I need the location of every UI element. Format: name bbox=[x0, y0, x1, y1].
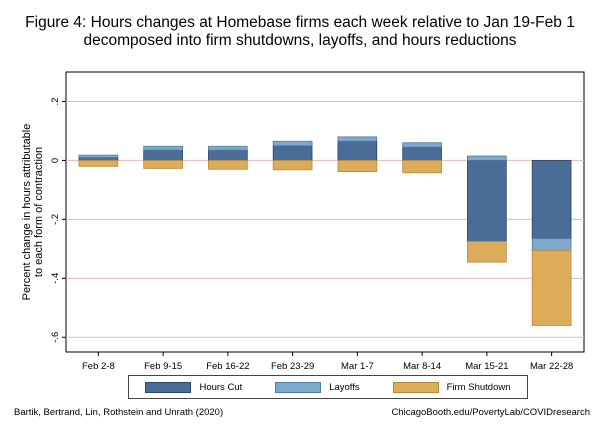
bar-firm-shutdown-mar-8-14 bbox=[402, 160, 442, 174]
legend-label-layoffs: Layoffs bbox=[329, 381, 360, 393]
x-tick-label-mar-22-28: Mar 22-28 bbox=[530, 361, 573, 372]
bar-firm-shutdown-feb-9-15 bbox=[143, 160, 183, 169]
footer-citation: Bartik, Bertrand, Lin, Rothstein and Unr… bbox=[14, 407, 224, 418]
bar-layoffs-mar-1-7 bbox=[337, 136, 378, 142]
bar-hours-cut-feb-2-8 bbox=[78, 157, 119, 161]
x-tick-label-mar-1-7: Mar 1-7 bbox=[341, 361, 374, 372]
bar-hours-cut-mar-1-7 bbox=[337, 140, 378, 161]
x-tick-label-feb-9-15: Feb 9-15 bbox=[144, 361, 182, 372]
bar-hours-cut-feb-16-22 bbox=[208, 149, 248, 161]
x-tick-label-feb-16-22: Feb 16-22 bbox=[206, 361, 249, 372]
bar-layoffs-mar-15-21 bbox=[467, 155, 507, 161]
chart-title-line-1: Figure 4: Hours changes at Homebase firm… bbox=[25, 14, 575, 31]
chart-title: Figure 4: Hours changes at Homebase firm… bbox=[0, 14, 600, 50]
bar-firm-shutdown-mar-1-7 bbox=[337, 160, 378, 173]
x-tick-label-mar-8-14: Mar 8-14 bbox=[403, 361, 441, 372]
y-tick-label-3: -.4 bbox=[50, 273, 61, 284]
y-tick-label-1: 0 bbox=[50, 158, 61, 163]
bar-layoffs-mar-22-28 bbox=[531, 238, 572, 251]
bar-firm-shutdown-feb-23-29 bbox=[272, 160, 313, 171]
y-axis-label-line-2: to each form of contraction bbox=[33, 147, 45, 277]
bar-layoffs-feb-16-22 bbox=[208, 145, 248, 151]
footer-url: ChicagoBooth.edu/PovertyLab/COVIDresearc… bbox=[391, 407, 590, 418]
bar-hours-cut-feb-23-29 bbox=[272, 145, 313, 161]
legend-item-layoffs: Layoffs bbox=[275, 381, 360, 393]
bar-hours-cut-mar-15-21 bbox=[467, 160, 507, 242]
bar-firm-shutdown-mar-22-28 bbox=[531, 249, 572, 326]
legend-item-hours-cut: Hours Cut bbox=[145, 381, 243, 393]
legend-swatch-firm-shutdown bbox=[392, 381, 439, 393]
x-tick-label-feb-23-29: Feb 23-29 bbox=[271, 361, 314, 372]
x-tick-label-mar-15-21: Mar 15-21 bbox=[465, 361, 508, 372]
bar-firm-shutdown-mar-15-21 bbox=[467, 241, 507, 263]
bar-layoffs-feb-9-15 bbox=[143, 145, 183, 151]
y-tick-label-4: -.6 bbox=[50, 332, 61, 343]
bar-firm-shutdown-feb-2-8 bbox=[78, 160, 119, 167]
bar-layoffs-feb-23-29 bbox=[272, 140, 313, 147]
legend-label-hours-cut: Hours Cut bbox=[199, 381, 243, 393]
bar-hours-cut-feb-9-15 bbox=[143, 149, 183, 161]
bar-layoffs-feb-2-8 bbox=[78, 154, 119, 158]
legend-label-firm-shutdown: Firm Shutdown bbox=[446, 381, 511, 393]
chart-title-line-2: decomposed into firm shutdowns, layoffs,… bbox=[83, 32, 517, 49]
x-tick-label-feb-2-8: Feb 2-8 bbox=[82, 361, 115, 372]
legend-swatch-layoffs bbox=[275, 381, 322, 393]
y-tick-label-0: .2 bbox=[50, 98, 61, 106]
bar-hours-cut-mar-8-14 bbox=[402, 146, 442, 161]
chart-legend: Hours Cut Layoffs Firm Shutdown bbox=[128, 375, 528, 399]
legend-item-firm-shutdown: Firm Shutdown bbox=[392, 381, 511, 393]
y-tick-label-2: -.2 bbox=[50, 214, 61, 225]
bar-layoffs-mar-8-14 bbox=[402, 142, 442, 148]
bar-firm-shutdown-feb-16-22 bbox=[208, 160, 248, 170]
legend-swatch-hours-cut bbox=[145, 381, 192, 393]
bar-hours-cut-mar-22-28 bbox=[531, 160, 572, 239]
y-axis-label-line-1: Percent change in hours attributable bbox=[21, 124, 33, 301]
y-axis-label: Percent change in hours attributable to … bbox=[21, 124, 45, 301]
